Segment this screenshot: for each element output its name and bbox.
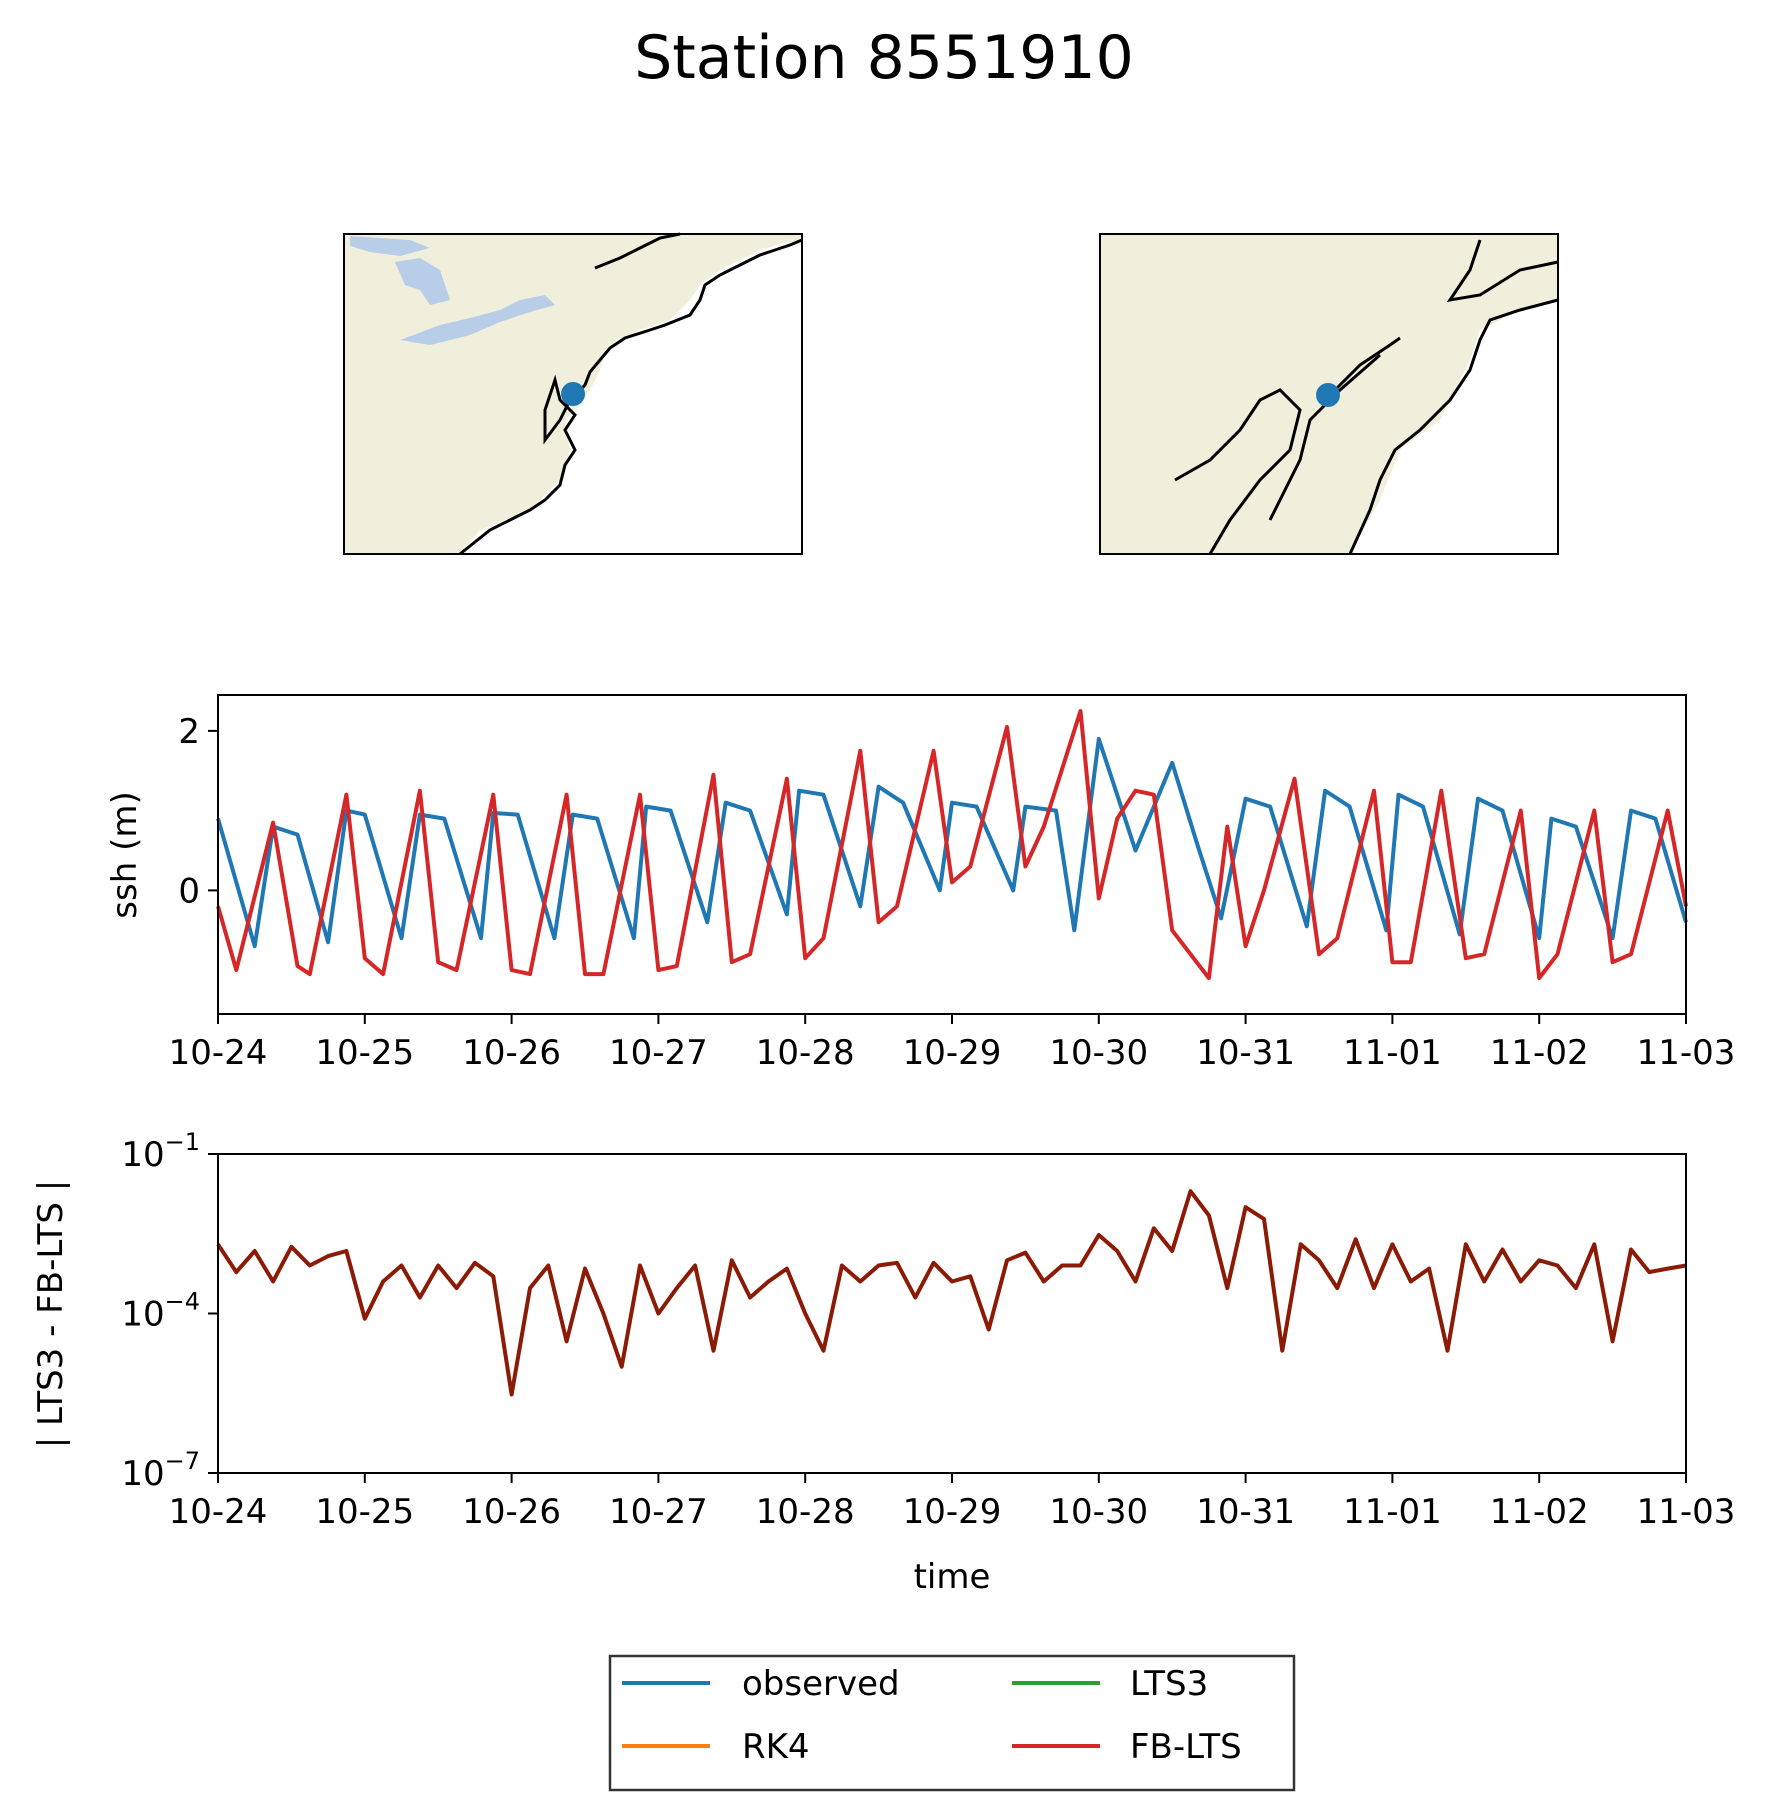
ssh-chart-series-observed <box>216 736 1688 949</box>
ssh-chart-xtick-label: 10-29 <box>903 1033 1002 1073</box>
ssh-chart-xtick-label: 10-27 <box>609 1033 708 1073</box>
legend-label-lts3: LTS3 <box>1130 1664 1208 1704</box>
ssh-chart-ytick-label: 2 <box>178 712 200 752</box>
difference-chart-xtick-label: 10-31 <box>1196 1492 1295 1532</box>
legend-label-rk4: RK4 <box>742 1727 810 1767</box>
difference-chart-ytick-label: 10−7 <box>121 1447 200 1494</box>
ssh-chart-xtick-label: 11-01 <box>1343 1033 1442 1073</box>
difference-chart-xtick-label: 11-02 <box>1490 1492 1589 1532</box>
difference-chart-xtick-label: 10-28 <box>756 1492 855 1532</box>
regional-map-station-marker <box>561 382 585 406</box>
ssh-chart-xtick-label: 10-24 <box>169 1033 268 1073</box>
ssh-chart-xtick-label: 10-25 <box>315 1033 414 1073</box>
difference-chart-xtick-label: 10-27 <box>609 1492 708 1532</box>
ssh-chart-ytick-label: 0 <box>178 871 200 911</box>
difference-chart-ylabel: | LTS3 - FB-LTS | <box>31 1180 71 1448</box>
regional-map-lake-superior <box>350 236 430 256</box>
difference-chart-ytick-label: 10−1 <box>121 1128 200 1175</box>
difference-chart-xtick-label: 10-30 <box>1049 1492 1148 1532</box>
difference-chart-ytick-label: 10−4 <box>121 1288 200 1335</box>
ssh-chart-xtick-label: 11-02 <box>1490 1033 1589 1073</box>
ssh-chart-xtick-label: 10-26 <box>462 1033 561 1073</box>
legend-frame <box>608 1654 1296 1792</box>
legend-label-fb-lts: FB-LTS <box>1130 1727 1242 1767</box>
local-map <box>1099 233 1559 555</box>
difference-chart-xtick-label: 10-24 <box>169 1492 268 1532</box>
ssh-chart-xtick-label: 11-03 <box>1637 1033 1736 1073</box>
difference-chart: 10-24 10-25 10-26 10-27 10-28 10-29 10-30 10-31… <box>31 1128 1735 1597</box>
regional-map-lake-michigan-huron <box>395 258 450 305</box>
ssh-chart-frame <box>217 694 1687 1015</box>
regional-map <box>343 232 803 556</box>
difference-chart-series-lts3-fb-lts <box>216 1189 1687 1397</box>
local-map-coastline <box>1348 298 1559 555</box>
legend: observed LTS3 RK4 FB-LTS <box>608 1654 1296 1792</box>
local-map-hudson <box>1446 239 1559 303</box>
regional-map-lake-erie-ontario <box>400 295 555 345</box>
local-map-ocean <box>1350 300 1558 554</box>
difference-chart-xtick-label: 11-03 <box>1637 1492 1736 1532</box>
difference-chart-xtick-label: 10-26 <box>462 1492 561 1532</box>
ssh-chart-xtick-label: 10-28 <box>756 1033 855 1073</box>
ssh-chart-xtick-label: 10-31 <box>1196 1033 1295 1073</box>
ssh-chart: 10-24 10-25 10-26 10-27 10-28 10-29 10-30 10-31… <box>105 694 1736 1073</box>
figure-title: Station 8551910 <box>634 23 1134 93</box>
ssh-chart-ylabel: ssh (m) <box>105 791 145 918</box>
local-map-station-marker <box>1316 383 1340 407</box>
difference-chart-xtick-label: 11-01 <box>1343 1492 1442 1532</box>
ssh-chart-series-fb-lts <box>216 709 1688 981</box>
difference-chart-xtick-label: 10-29 <box>903 1492 1002 1532</box>
difference-chart-frame <box>217 1153 1687 1474</box>
local-map-river <box>1328 336 1401 397</box>
legend-label-observed: observed <box>742 1664 900 1704</box>
difference-chart-xtick-label: 10-25 <box>315 1492 414 1532</box>
local-map-frame <box>1099 233 1559 555</box>
regional-map-coastline-north <box>594 232 681 270</box>
local-map-delaware-bay <box>1268 353 1381 521</box>
local-map-chesapeake <box>1174 388 1302 555</box>
regional-map-frame <box>343 233 803 555</box>
difference-chart-xlabel: time <box>914 1557 991 1597</box>
regional-map-ocean <box>460 234 802 554</box>
ssh-chart-xtick-label: 10-30 <box>1049 1033 1148 1073</box>
